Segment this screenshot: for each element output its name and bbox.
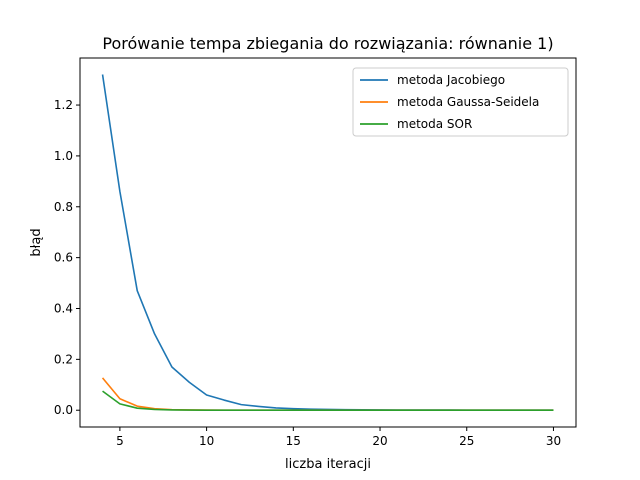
x-tick-label: 20 (372, 434, 387, 448)
legend-box (352, 67, 569, 137)
legend: metoda Jacobiego metoda Gaussa-Seidela met… (352, 67, 569, 137)
y-tick-label: 0.2 (54, 352, 73, 366)
y-tick-label: 0.4 (54, 301, 73, 315)
series-layer (101, 74, 554, 412)
x-tick-label: 15 (286, 434, 301, 448)
series-line-metoda-sor (102, 390, 554, 412)
axes-frame (79, 57, 577, 428)
x-tick-label: 10 (199, 434, 214, 448)
legend-label: metoda Gaussa-Seidela (397, 95, 539, 109)
y-tick-label: 0.0 (54, 403, 73, 417)
x-tick-label: 30 (546, 434, 561, 448)
x-axis: 5 10 15 20 25 30 (116, 427, 561, 448)
legend-label: metoda SOR (397, 117, 472, 131)
x-tick-label: 25 (459, 434, 474, 448)
y-tick-label: 0.8 (54, 200, 73, 214)
x-axis-label: liczba iteracji (285, 457, 371, 472)
y-axis-label: błąd (29, 228, 44, 256)
chart-title: Porówanie tempa zbiegania do rozwiązania… (102, 34, 553, 53)
y-tick-label: 1.0 (54, 149, 73, 163)
y-tick-label: 0.6 (54, 251, 73, 265)
plot-area (79, 57, 577, 428)
y-axis: 0.0 0.2 0.4 0.6 0.8 1.0 1.2 (54, 98, 80, 417)
y-tick-label: 1.2 (54, 98, 73, 112)
legend-label: metoda Jacobiego (397, 73, 505, 87)
x-tick-label: 5 (116, 434, 124, 448)
